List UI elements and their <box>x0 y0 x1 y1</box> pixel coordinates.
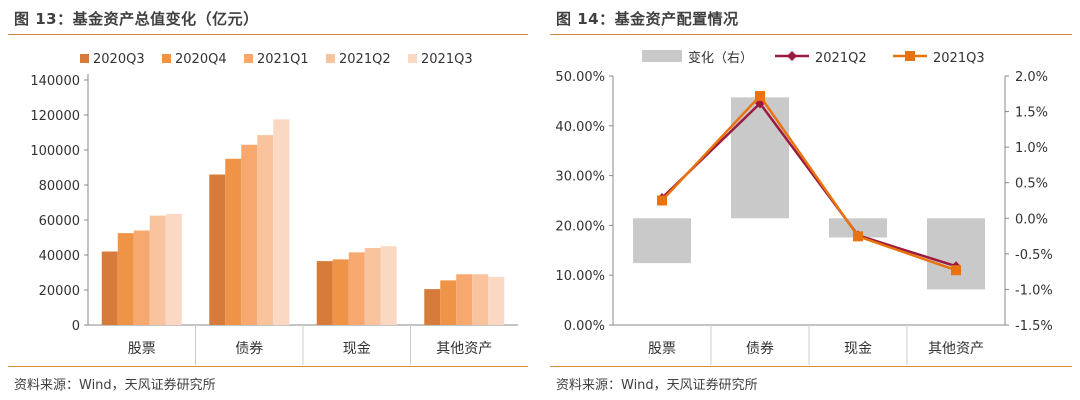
bar <box>424 289 441 325</box>
series-line <box>661 101 957 268</box>
data-point <box>853 231 863 242</box>
data-point <box>657 195 667 206</box>
bar <box>488 276 505 325</box>
y-tick-label: 80000 <box>39 179 80 194</box>
x-tick-label: 债券 <box>746 341 774 357</box>
bar <box>273 119 290 325</box>
bar <box>472 274 489 325</box>
title-divider <box>550 34 1072 35</box>
bar <box>257 135 274 325</box>
bar <box>380 246 397 325</box>
y-tick-label: 100000 <box>30 144 80 159</box>
series-line <box>661 93 957 272</box>
bar <box>332 259 349 325</box>
right-chart-panel: 图 14：基金资产配置情况 变化（右） 2021Q2 2021Q3 0.00% 10.0… <box>550 0 1072 400</box>
bar <box>133 230 150 325</box>
x-tick-label: 股票 <box>648 341 676 357</box>
bar <box>829 218 887 238</box>
bar <box>633 218 691 264</box>
bar <box>456 274 473 325</box>
y-right-tick-label: 2.0% <box>1015 70 1048 85</box>
chart-title: 图 14：基金资产配置情况 <box>556 10 739 28</box>
legend-swatch <box>642 50 682 62</box>
x-tick-label: 现金 <box>844 341 872 357</box>
y-right-tick-label: -0.5% <box>1015 248 1053 263</box>
bar <box>149 215 166 325</box>
y-tick-label: 0 <box>72 319 80 334</box>
bar <box>316 261 333 325</box>
asset-value-bar-chart: 2020Q3 2020Q4 2021Q1 2021Q2 2021Q3 0 20000 4000… <box>30 52 518 365</box>
legend-swatch <box>326 54 335 63</box>
title-divider <box>8 34 528 35</box>
y-right-tick-label: -1.5% <box>1015 319 1053 334</box>
legend-label: 2020Q3 <box>93 52 145 67</box>
asset-allocation-combo-chart: 变化（右） 2021Q2 2021Q3 0.00% 10.00% 20.00% 30.00%… <box>555 50 1053 365</box>
y-tick-label: 140000 <box>30 74 80 89</box>
bar <box>209 174 226 325</box>
legend-swatch <box>244 54 253 63</box>
y-left-tick-label: 20.00% <box>555 219 605 234</box>
legend-swatch <box>80 54 89 63</box>
y-left-tick-label: 30.00% <box>555 170 605 185</box>
x-tick-label: 现金 <box>343 341 371 357</box>
bar <box>165 213 182 325</box>
source-note: 资料来源：Wind，天风证券研究所 <box>556 378 758 393</box>
chart-title: 图 13：基金资产总值变化（亿元） <box>14 10 259 28</box>
x-tick-label: 股票 <box>128 341 156 357</box>
bar <box>731 97 789 219</box>
data-point <box>755 90 765 101</box>
bar <box>117 233 134 325</box>
x-tick-label: 其他资产 <box>928 341 984 357</box>
legend-swatch <box>162 54 171 63</box>
legend-label: 2021Q3 <box>421 52 473 67</box>
y-right-tick-label: 1.5% <box>1015 106 1048 121</box>
legend-label: 2020Q4 <box>175 52 227 67</box>
legend-swatch <box>408 54 417 63</box>
bar <box>364 248 381 325</box>
legend-label: 2021Q2 <box>815 51 867 66</box>
source-divider <box>8 366 528 367</box>
y-tick-label: 40000 <box>39 249 80 264</box>
bar <box>348 252 365 325</box>
source-divider <box>550 366 1072 367</box>
x-tick-label: 其他资产 <box>436 341 492 357</box>
y-left-tick-label: 0.00% <box>564 319 605 334</box>
y-left-tick-label: 40.00% <box>555 120 605 135</box>
y-left-tick-label: 50.00% <box>555 70 605 85</box>
legend-marker <box>905 51 915 61</box>
source-note: 资料来源：Wind，天风证券研究所 <box>14 378 216 393</box>
y-tick-label: 20000 <box>39 284 80 299</box>
bar <box>241 144 258 325</box>
legend-label: 2021Q1 <box>257 52 309 67</box>
bar <box>440 280 457 325</box>
data-point <box>951 265 961 276</box>
bar <box>101 251 118 325</box>
legend-label: 2021Q3 <box>933 51 985 66</box>
y-tick-label: 60000 <box>39 214 80 229</box>
legend-label: 2021Q2 <box>339 52 391 67</box>
y-left-tick-label: 10.00% <box>555 269 605 284</box>
x-tick-label: 债券 <box>235 341 263 357</box>
y-right-tick-label: -1.0% <box>1015 283 1053 298</box>
y-right-tick-label: 0.5% <box>1015 177 1048 192</box>
left-chart-panel: 图 13：基金资产总值变化（亿元） 2020Q3 2020Q4 2021Q1 2021… <box>8 0 528 400</box>
bar <box>927 218 985 290</box>
bar <box>225 158 242 325</box>
y-right-tick-label: 0.0% <box>1015 212 1048 227</box>
y-right-tick-label: 1.0% <box>1015 141 1048 156</box>
legend-label: 变化（右） <box>688 50 753 66</box>
legend-marker <box>787 51 797 61</box>
y-tick-label: 120000 <box>30 109 80 124</box>
